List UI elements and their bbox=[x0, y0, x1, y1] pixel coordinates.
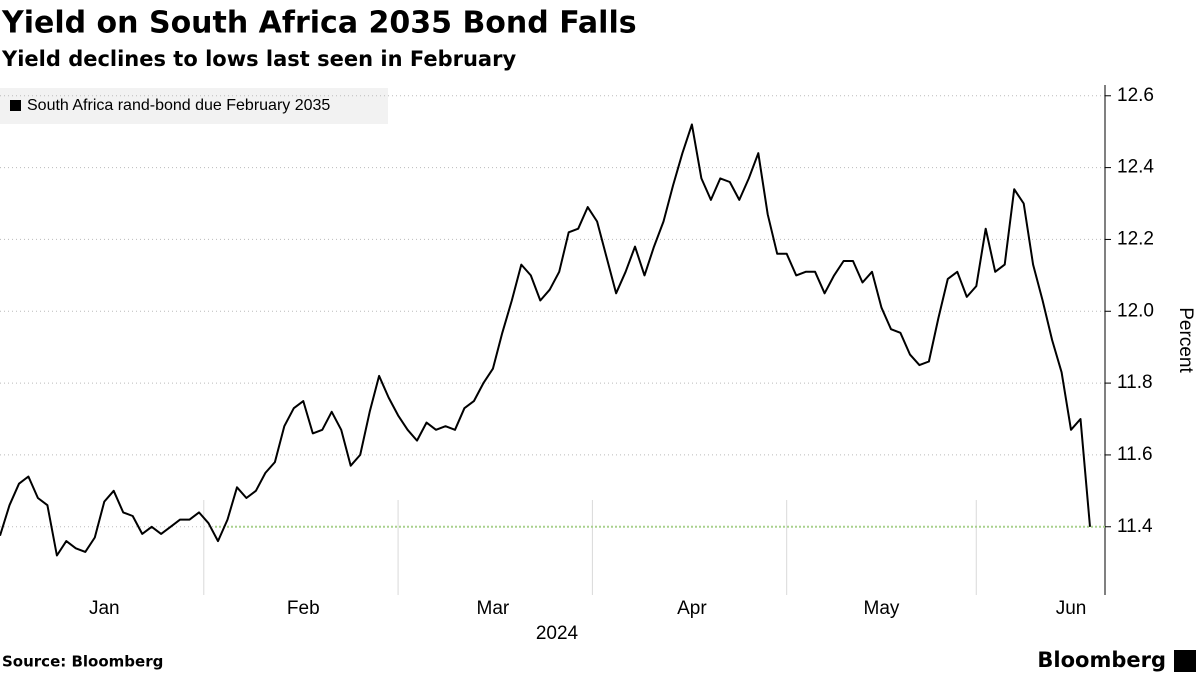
data-line bbox=[0, 123, 1091, 557]
chart-subtitle: Yield declines to lows last seen in Febr… bbox=[1, 47, 516, 71]
y-tick-label: 12.2 bbox=[1117, 228, 1154, 249]
legend-label: South Africa rand-bond due February 2035 bbox=[27, 97, 330, 114]
x-tick-label: Feb bbox=[287, 598, 320, 619]
source: Source: Bloomberg bbox=[2, 653, 163, 671]
y-tick-label: 11.4 bbox=[1117, 516, 1153, 537]
legend-swatch bbox=[10, 100, 21, 111]
brand: Bloomberg bbox=[1037, 648, 1166, 672]
y-axis-label: Percent bbox=[1175, 307, 1196, 373]
chart-title: Yield on South Africa 2035 Bond Falls bbox=[1, 6, 637, 41]
x-tick-label: Apr bbox=[677, 598, 707, 619]
x-tick-label: May bbox=[864, 598, 900, 619]
legend-box bbox=[0, 88, 388, 124]
y-tick-label: 11.8 bbox=[1117, 372, 1153, 393]
y-tick-label: 12.4 bbox=[1117, 157, 1154, 178]
y-tick-label: 11.6 bbox=[1117, 444, 1153, 465]
brand-icon bbox=[1174, 650, 1196, 672]
year-label: 2024 bbox=[536, 623, 579, 644]
x-tick-label: Jun bbox=[1056, 598, 1087, 619]
x-tick-label: Mar bbox=[477, 598, 510, 619]
x-tick-label: Jan bbox=[89, 598, 120, 619]
y-tick-label: 12.6 bbox=[1117, 85, 1154, 106]
y-tick-label: 12.0 bbox=[1117, 300, 1154, 321]
